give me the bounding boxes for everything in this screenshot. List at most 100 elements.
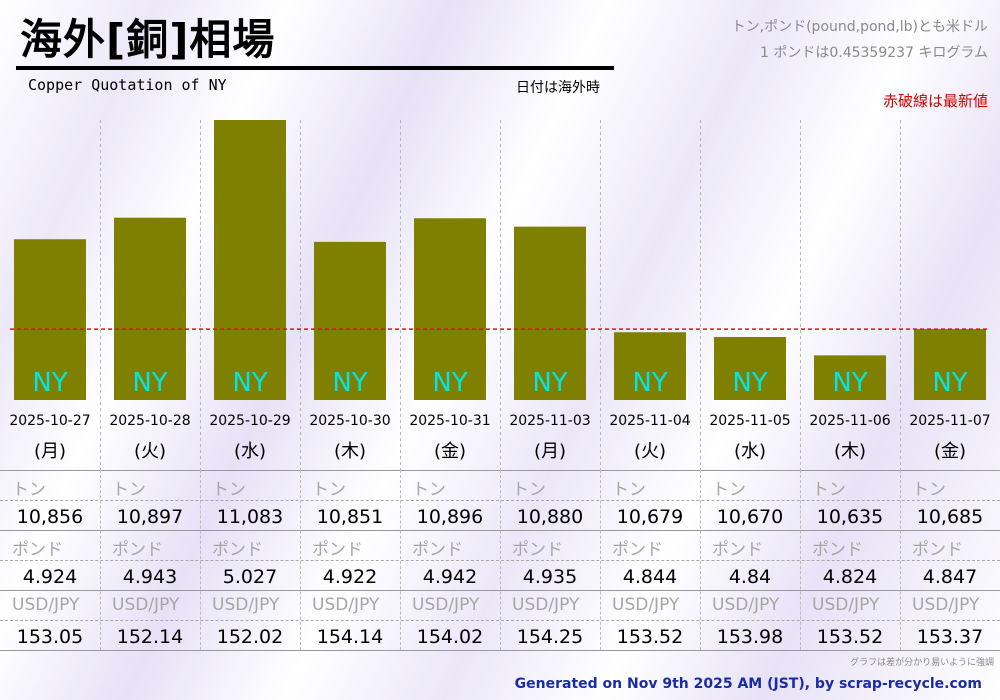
ton-value: 10,897 (116, 506, 184, 528)
bar-label: NY (232, 368, 267, 398)
weekday-label: (火) (134, 441, 166, 462)
pound-label: ポンド (312, 540, 363, 560)
bar (514, 226, 586, 400)
bar (114, 217, 186, 400)
pound-value: 4.935 (522, 566, 578, 588)
pound-label: ポンド (212, 540, 263, 560)
usd-jpy-label: USD/JPY (512, 595, 580, 615)
table-column-divider (300, 470, 301, 650)
usd-jpy-value: 153.37 (916, 626, 984, 648)
ton-label: トン (212, 480, 246, 500)
usd-jpy-label: USD/JPY (112, 595, 180, 615)
ton-label: トン (312, 480, 346, 500)
weekday-label: (木) (834, 441, 866, 462)
bar (614, 332, 686, 400)
usd-jpy-label: USD/JPY (412, 595, 480, 615)
x-tick-label: 2025-10-27 (9, 413, 90, 429)
pound-value: 4.84 (728, 566, 772, 588)
usd-jpy-value: 153.52 (816, 626, 884, 648)
usd-jpy-value: 152.14 (116, 626, 184, 648)
usd-jpy-value: 154.14 (316, 626, 384, 648)
usd-jpy-label: USD/JPY (912, 595, 980, 615)
usd-jpy-value: 153.98 (716, 626, 784, 648)
bar-label: NY (732, 368, 767, 398)
ton-value: 10,856 (16, 506, 84, 528)
ton-label: トン (912, 480, 946, 500)
ton-label: トン (612, 480, 646, 500)
x-tick-label: 2025-11-04 (609, 413, 690, 429)
pound-value: 4.847 (922, 566, 978, 588)
ton-value: 10,880 (516, 506, 584, 528)
ton-value: 10,896 (416, 506, 484, 528)
x-tick-label: 2025-10-29 (209, 413, 290, 429)
table-column-divider (700, 470, 701, 650)
pound-label: ポンド (912, 540, 963, 560)
bar (14, 239, 86, 400)
x-tick-label: 2025-11-05 (709, 413, 790, 429)
pound-label: ポンド (412, 540, 463, 560)
page-subtitle: Copper Quotation of NY (28, 76, 227, 94)
pound-value: 4.844 (622, 566, 678, 588)
pound-value: 4.943 (122, 566, 178, 588)
weekday-label: (金) (934, 441, 966, 462)
ton-label: トン (412, 480, 446, 500)
unit-note-line-2: 1 ポンドは0.45359237 キログラム (759, 45, 988, 61)
usd-jpy-value: 153.05 (16, 626, 84, 648)
x-tick-label: 2025-10-31 (409, 413, 490, 429)
bar (314, 241, 386, 400)
bar-label: NY (632, 368, 667, 398)
ton-label: トン (112, 480, 146, 500)
x-tick-label: 2025-11-07 (909, 413, 990, 429)
bar (814, 355, 886, 400)
pound-label: ポンド (712, 540, 763, 560)
table-column-divider (400, 470, 401, 650)
pound-value: 5.027 (222, 566, 278, 588)
table-column-divider (800, 470, 801, 650)
pound-value: 4.824 (822, 566, 878, 588)
pound-label: ポンド (512, 540, 563, 560)
ton-value: 11,083 (216, 506, 284, 528)
ton-label: トン (812, 480, 846, 500)
usd-jpy-value: 154.02 (416, 626, 484, 648)
ton-label: トン (712, 480, 746, 500)
pound-value: 4.942 (422, 566, 478, 588)
date-note: 日付は海外時 (516, 80, 600, 96)
weekday-label: (水) (734, 441, 766, 462)
pound-value: 4.924 (22, 566, 78, 588)
table-column-divider (600, 470, 601, 650)
bar (714, 336, 786, 400)
usd-jpy-value: 154.25 (516, 626, 584, 648)
usd-jpy-label: USD/JPY (212, 595, 280, 615)
x-tick-label: 2025-10-30 (309, 413, 390, 429)
usd-jpy-value: 153.52 (616, 626, 684, 648)
chart-footnote: グラフは差が分かり易いように強調 (850, 658, 994, 668)
pound-value: 4.922 (322, 566, 378, 588)
ton-label: トン (12, 480, 46, 500)
bar-label: NY (432, 368, 467, 398)
x-tick-label: 2025-10-28 (109, 413, 190, 429)
pound-label: ポンド (812, 540, 863, 560)
pound-label: ポンド (612, 540, 663, 560)
ton-value: 10,635 (816, 506, 884, 528)
ton-value: 10,685 (916, 506, 984, 528)
pound-label: ポンド (12, 540, 63, 560)
unit-note-line-1: トン,ポンド(pound,pond,lb)とも米ドル (731, 19, 988, 35)
title-underline (16, 66, 614, 70)
bar (914, 329, 986, 400)
table-column-divider (900, 470, 901, 650)
ton-value: 10,851 (316, 506, 384, 528)
bar-label: NY (532, 368, 567, 398)
usd-jpy-label: USD/JPY (612, 595, 680, 615)
bar-label: NY (832, 368, 867, 398)
weekday-label: (月) (34, 441, 66, 462)
weekday-label: (金) (434, 441, 466, 462)
usd-jpy-label: USD/JPY (12, 595, 80, 615)
page-title: 海外[銅]相場 (20, 15, 276, 64)
ton-value: 10,670 (716, 506, 784, 528)
unit-note: トン,ポンド(pound,pond,lb)とも米ドル 1 ポンドは0.45359… (732, 14, 988, 66)
table-column-divider (200, 470, 201, 650)
bar-label: NY (32, 368, 67, 398)
usd-jpy-label: USD/JPY (712, 595, 780, 615)
x-tick-label: 2025-11-03 (509, 413, 590, 429)
ton-value: 10,679 (616, 506, 684, 528)
